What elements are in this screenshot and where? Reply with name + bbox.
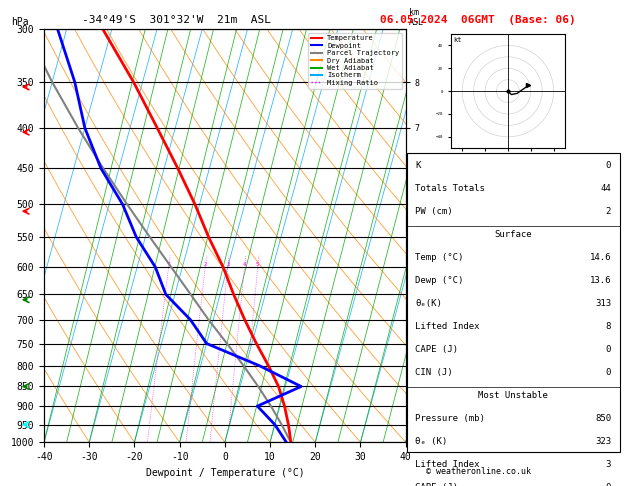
Text: Temp (°C): Temp (°C)	[416, 253, 464, 261]
Text: 2: 2	[606, 207, 611, 216]
Text: 0: 0	[606, 483, 611, 486]
Text: Totals Totals: Totals Totals	[416, 184, 486, 192]
Text: Dewp (°C): Dewp (°C)	[416, 276, 464, 285]
FancyBboxPatch shape	[407, 153, 620, 452]
Text: CAPE (J): CAPE (J)	[416, 345, 459, 354]
Text: 5: 5	[256, 262, 259, 267]
Text: Mixing Ratio (g/kg): Mixing Ratio (g/kg)	[470, 188, 480, 283]
Text: 13.6: 13.6	[589, 276, 611, 285]
Text: -34°49'S  301°32'W  21m  ASL: -34°49'S 301°32'W 21m ASL	[82, 15, 270, 25]
Text: 0: 0	[606, 368, 611, 377]
Text: LCL: LCL	[408, 438, 421, 447]
Text: 3: 3	[606, 460, 611, 469]
Text: θₑ (K): θₑ (K)	[416, 437, 448, 446]
Text: 0: 0	[606, 160, 611, 170]
Text: km
ASL: km ASL	[409, 8, 425, 27]
Text: PW (cm): PW (cm)	[416, 207, 453, 216]
Text: 0: 0	[606, 345, 611, 354]
Text: kt: kt	[453, 37, 462, 43]
Text: K: K	[416, 160, 421, 170]
Text: CAPE (J): CAPE (J)	[416, 483, 459, 486]
Text: 06.05.2024  06GMT  (Base: 06): 06.05.2024 06GMT (Base: 06)	[380, 15, 576, 25]
Text: 850: 850	[595, 414, 611, 423]
Text: Surface: Surface	[494, 229, 532, 239]
Text: © weatheronline.co.uk: © weatheronline.co.uk	[426, 467, 530, 476]
Legend: Temperature, Dewpoint, Parcel Trajectory, Dry Adiabat, Wet Adiabat, Isotherm, Mi: Temperature, Dewpoint, Parcel Trajectory…	[308, 33, 402, 88]
Text: 2: 2	[204, 262, 207, 267]
Text: 44: 44	[600, 184, 611, 192]
Text: 14.6: 14.6	[589, 253, 611, 261]
X-axis label: Dewpoint / Temperature (°C): Dewpoint / Temperature (°C)	[145, 468, 304, 478]
Text: hPa: hPa	[11, 17, 29, 27]
Text: Lifted Index: Lifted Index	[416, 460, 480, 469]
Text: Lifted Index: Lifted Index	[416, 322, 480, 330]
Text: Most Unstable: Most Unstable	[478, 391, 548, 399]
Text: 313: 313	[595, 299, 611, 308]
Text: 1: 1	[167, 262, 170, 267]
Text: 3: 3	[226, 262, 230, 267]
Text: θₑ(K): θₑ(K)	[416, 299, 442, 308]
Text: 4: 4	[243, 262, 246, 267]
Text: CIN (J): CIN (J)	[416, 368, 453, 377]
Text: Pressure (mb): Pressure (mb)	[416, 414, 486, 423]
Text: 8: 8	[606, 322, 611, 330]
Text: 323: 323	[595, 437, 611, 446]
